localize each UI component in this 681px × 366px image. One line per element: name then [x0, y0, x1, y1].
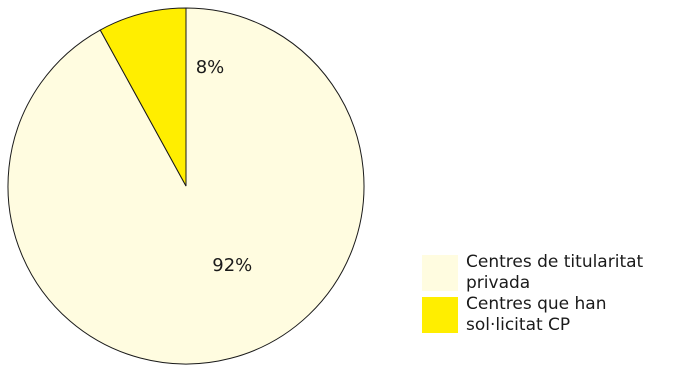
- legend: Centres de titularitat privada Centres q…: [422, 252, 681, 336]
- legend-swatch-cp-requested: [422, 297, 458, 333]
- legend-item-private-centres: Centres de titularitat privada: [422, 252, 681, 294]
- legend-swatch-private-centres: [422, 255, 458, 291]
- pie-slice-label-1: 92%: [212, 255, 252, 276]
- pie-slice-2: [99, 7, 187, 187]
- pie-labels: 92% 8%: [196, 57, 253, 276]
- pie-slice-label-2: 8%: [196, 57, 225, 78]
- pie-slice-1: [7, 7, 365, 365]
- pie-slices: [7, 7, 365, 365]
- legend-label-cp-requested: Centres que han sol·licitat CP: [466, 294, 607, 335]
- legend-item-cp-requested: Centres que han sol·licitat CP: [422, 294, 681, 336]
- legend-label-private-centres: Centres de titularitat privada: [466, 252, 644, 293]
